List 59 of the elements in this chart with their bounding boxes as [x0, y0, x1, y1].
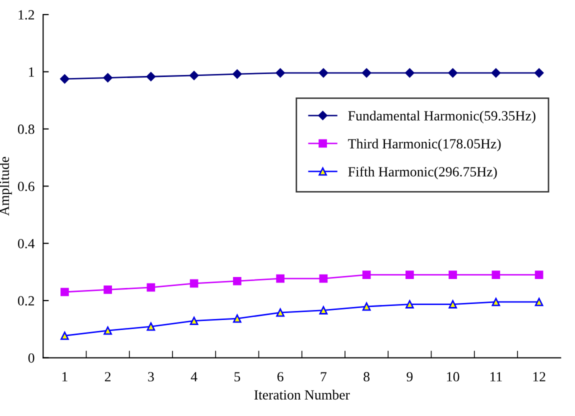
legend-label: Fifth Harmonic(296.75Hz)	[348, 166, 497, 180]
point	[448, 270, 457, 279]
x-tick-label: 12	[533, 372, 546, 382]
x-tick-label: 11	[490, 372, 502, 382]
point	[318, 68, 328, 78]
point	[534, 270, 544, 279]
point	[233, 276, 242, 286]
x-tick-label: 1	[62, 372, 68, 382]
point	[448, 300, 457, 308]
point	[492, 270, 500, 279]
point	[146, 283, 156, 292]
point	[60, 332, 69, 340]
point	[190, 316, 198, 326]
point	[534, 298, 544, 306]
point	[232, 69, 242, 79]
y-tick-label: 1.2	[18, 10, 34, 20]
point	[103, 73, 112, 82]
point	[319, 274, 328, 283]
point	[146, 322, 156, 331]
x-axis-title: Iteration Number	[254, 390, 350, 400]
point	[60, 288, 69, 296]
point	[319, 306, 328, 314]
point	[104, 326, 112, 335]
x-tick-label: 6	[277, 372, 284, 382]
point	[491, 68, 501, 78]
point	[146, 72, 156, 82]
point	[448, 68, 458, 78]
x-tick-label: 7	[320, 372, 327, 382]
y-tick-label: 1	[29, 67, 34, 77]
point	[406, 270, 414, 279]
legend-label: Fundamental Harmonic(59.35Hz)	[348, 110, 536, 124]
x-tick-label: 5	[234, 372, 240, 382]
y-tick-label: 0.8	[18, 124, 34, 134]
point	[405, 68, 414, 78]
x-tick-label: 3	[148, 372, 154, 382]
x-tick-label: 4	[190, 372, 198, 382]
point	[276, 68, 285, 78]
x-tick-label: 8	[364, 372, 370, 382]
x-tick-label: 2	[104, 372, 111, 382]
point	[233, 314, 242, 323]
point	[276, 308, 284, 317]
point	[60, 74, 70, 84]
point	[492, 298, 500, 306]
point	[189, 70, 199, 80]
point	[406, 300, 414, 308]
point	[362, 68, 372, 78]
x-tick-label: 9	[406, 372, 413, 382]
point	[104, 286, 112, 294]
x-tick-label: 10	[447, 372, 460, 382]
point	[362, 270, 371, 279]
point	[276, 274, 284, 283]
y-tick-label: 0.4	[18, 238, 35, 248]
y-tick-label: 0.2	[18, 296, 34, 306]
legend-label: Third Harmonic(178.05Hz)	[348, 138, 501, 152]
point	[362, 302, 371, 311]
y-tick-label: 0	[28, 353, 34, 363]
point	[190, 279, 198, 288]
y-tick-label: 0.6	[18, 182, 34, 192]
point	[534, 68, 544, 78]
